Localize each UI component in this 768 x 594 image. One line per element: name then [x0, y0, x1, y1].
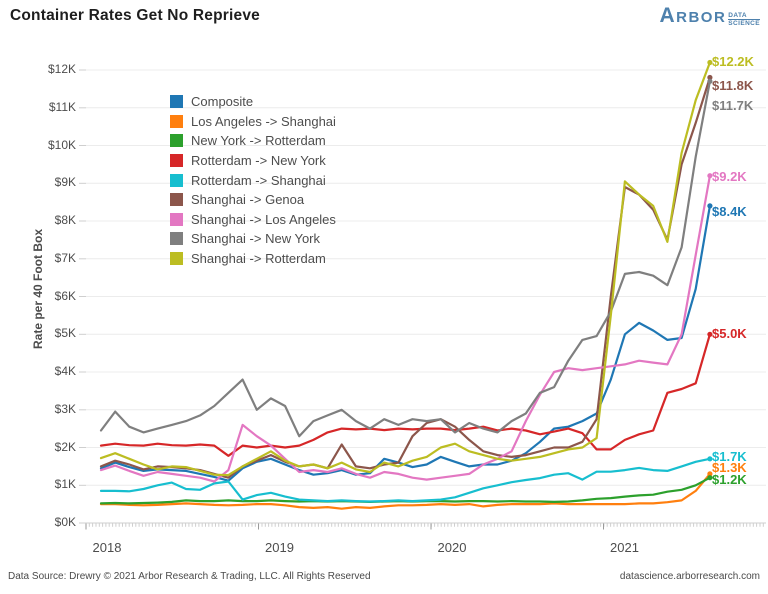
legend-label: Composite	[191, 94, 254, 110]
series-line-shanghai-new-york	[99, 80, 712, 438]
legend-swatch	[170, 154, 183, 168]
series-end-marker-composite	[707, 203, 713, 209]
legend-label: New York -> Rotterdam	[191, 133, 326, 149]
series-line-rotterdam-shanghai	[99, 457, 712, 503]
y-tick-label: $0K	[54, 515, 76, 529]
series-line-shanghai-rotterdam	[99, 61, 712, 477]
y-tick-label: $9K	[54, 175, 76, 190]
legend-item: Shanghai -> New York	[170, 229, 336, 249]
end-value-label: $8.4K	[712, 203, 747, 219]
series-end-marker-rotterdam-new-york	[707, 331, 713, 337]
legend-item: Composite	[170, 92, 336, 112]
end-value-label: $12.2K	[712, 54, 754, 70]
end-value-label: $5.0K	[712, 326, 747, 342]
legend-item: Rotterdam -> New York	[170, 151, 336, 171]
legend-label: Los Angeles -> Shanghai	[191, 113, 336, 129]
legend-item: New York -> Rotterdam	[170, 131, 336, 151]
series-end-marker-los-angeles-shanghai	[707, 471, 713, 477]
legend-item: Shanghai -> Rotterdam	[170, 249, 336, 269]
x-tick-label: 2019	[265, 540, 294, 555]
y-tick-label: $4K	[54, 364, 76, 378]
y-tick-label: $2K	[54, 439, 76, 454]
end-value-label: $1.3K	[712, 459, 747, 475]
legend-label: Shanghai -> New York	[191, 231, 321, 247]
y-tick-label: $3K	[54, 401, 76, 416]
legend: Composite Los Angeles -> Shanghai New York…	[170, 92, 336, 268]
logo-initial: A	[659, 4, 677, 27]
legend-item: Shanghai -> Genoa	[170, 190, 336, 210]
arbor-logo: ARBOR DATA SCIENCE	[659, 4, 760, 28]
end-value-label: $9.2K	[712, 168, 747, 184]
y-tick-label: $10K	[47, 137, 76, 152]
legend-swatch	[170, 232, 183, 246]
y-tick-label: $5K	[54, 326, 76, 341]
series-end-marker-shanghai-genoa	[707, 74, 713, 81]
arbor-logo-tagline: DATA SCIENCE	[728, 12, 760, 27]
y-tick-label: $6K	[54, 288, 76, 303]
arbor-logo-wordmark: ARBOR	[659, 4, 727, 28]
end-value-label: $11.8K	[712, 77, 754, 93]
legend-swatch	[170, 173, 183, 187]
x-tick-label: 2020	[437, 540, 467, 555]
legend-label: Shanghai -> Rotterdam	[191, 251, 326, 267]
legend-swatch	[170, 193, 183, 207]
footer-attribution: Data Source: Drewry © 2021 Arbor Researc…	[8, 571, 371, 582]
series-line-shanghai-los-angeles	[99, 174, 712, 483]
legend-swatch	[170, 95, 183, 109]
logo-tagline-science: SCIENCE	[728, 20, 760, 27]
legend-label: Rotterdam -> Shanghai	[191, 172, 326, 188]
y-tick-label: $11K	[48, 99, 76, 114]
footer-website: datascience.arborresearch.com	[619, 571, 760, 582]
end-value-label: $1.2K	[712, 471, 747, 487]
end-value-label: $1.7K	[712, 448, 747, 464]
x-tick-label: 2021	[610, 540, 639, 555]
legend-label: Rotterdam -> New York	[191, 153, 326, 169]
y-tick-label: $7K	[54, 250, 76, 265]
legend-label: Shanghai -> Los Angeles	[191, 211, 336, 227]
x-tick-label: 2018	[92, 540, 122, 555]
legend-swatch	[170, 212, 183, 226]
legend-item: Los Angeles -> Shanghai	[170, 112, 336, 132]
legend-item: Rotterdam -> Shanghai	[170, 170, 336, 190]
legend-swatch	[170, 114, 183, 128]
y-tick-label: $12K	[47, 62, 76, 76]
legend-swatch	[170, 134, 183, 148]
series-end-marker-shanghai-rotterdam	[707, 59, 713, 66]
legend-item: Shanghai -> Los Angeles	[170, 210, 336, 230]
y-tick-label: $1K	[54, 477, 76, 492]
end-value-label: $11.7K	[712, 98, 754, 114]
legend-label: Shanghai -> Genoa	[191, 192, 305, 208]
logo-rest: RBOR	[676, 9, 727, 26]
chart-title: Container Rates Get No Reprieve	[10, 7, 260, 24]
logo-tagline-data: DATA	[728, 12, 760, 20]
series-end-marker-shanghai-los-angeles	[707, 173, 713, 179]
series-end-marker-shanghai-new-york	[707, 78, 713, 84]
series-line-rotterdam-new-york	[99, 333, 712, 457]
series-line-composite	[99, 204, 712, 482]
series-end-marker-new-york-rotterdam	[707, 475, 713, 481]
series-line-new-york-rotterdam	[99, 476, 712, 505]
series-end-marker-rotterdam-shanghai	[707, 456, 713, 462]
legend-swatch	[170, 252, 183, 266]
y-tick-label: $8K	[54, 213, 76, 227]
series-line-los-angeles-shanghai	[99, 472, 712, 510]
